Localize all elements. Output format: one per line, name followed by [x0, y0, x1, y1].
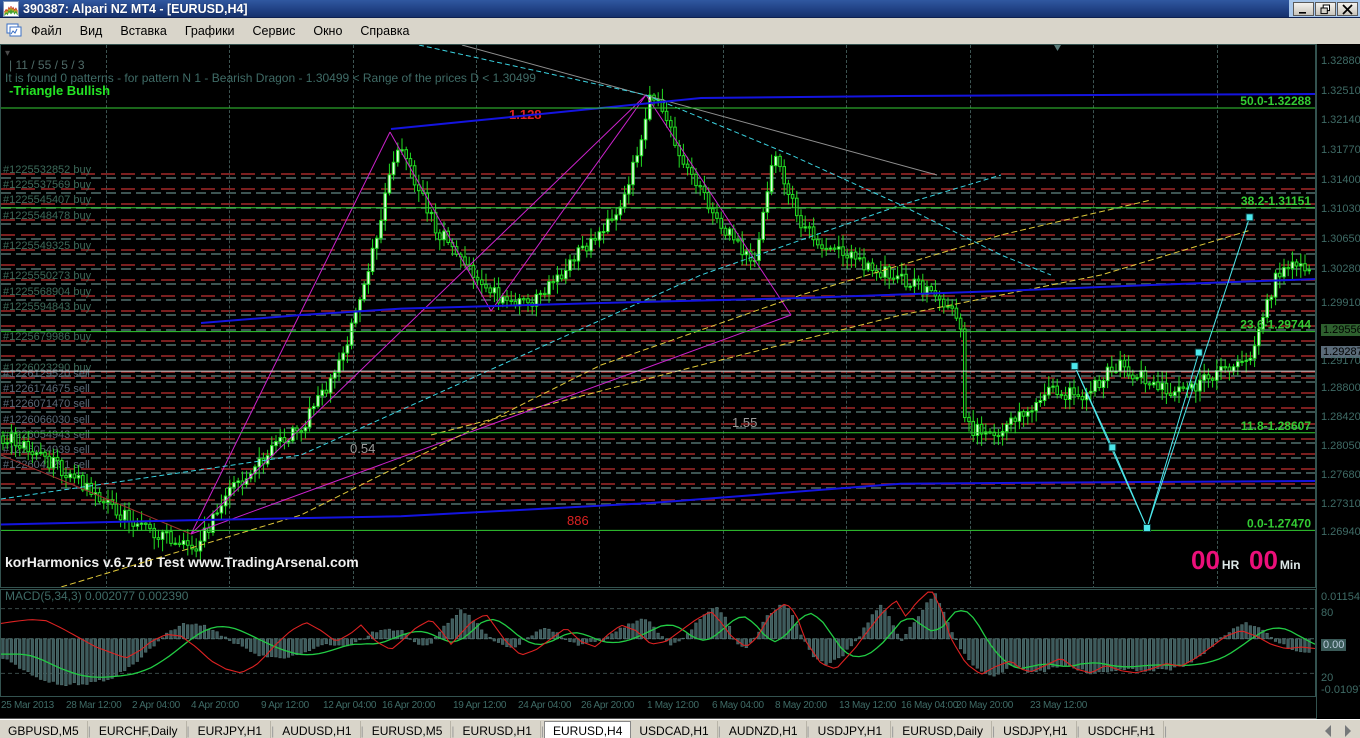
svg-text:MACD(5,34,3) 0.002077 0.0023: MACD(5,34,3) 0.002077 0.002390	[5, 590, 189, 603]
